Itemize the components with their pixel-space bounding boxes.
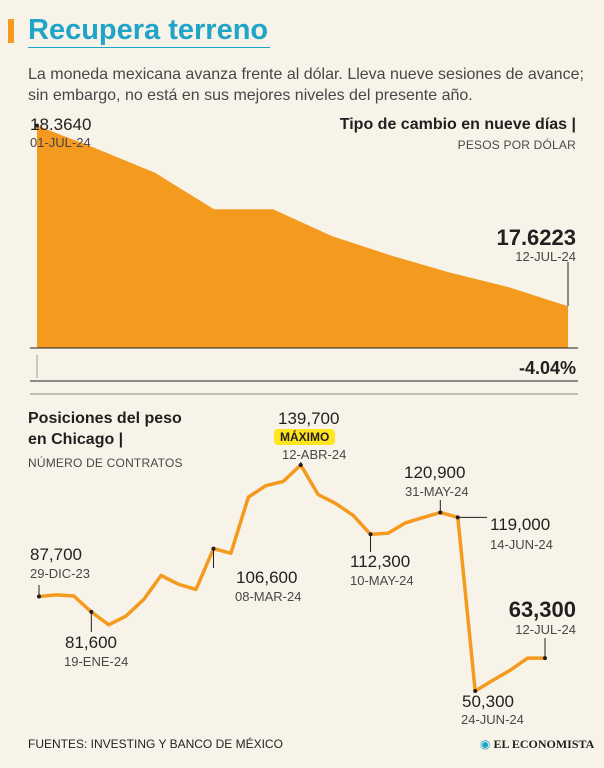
change-percent: -4.04% xyxy=(518,358,576,378)
chart1-title-text: Tipo de cambio en nueve días xyxy=(339,116,568,133)
dec-value: 87,700 xyxy=(30,545,82,564)
may31-date: 31-MAY-24 xyxy=(405,484,469,499)
chicago-line-group xyxy=(37,463,547,693)
may31-value: 120,900 xyxy=(404,463,466,482)
jul12-date: 12-JUL-24 xyxy=(515,622,576,637)
title-accent-bar xyxy=(8,19,14,43)
jan-value: 81,600 xyxy=(65,633,117,652)
page-subtitle: La moneda mexicana avanza frente al dóla… xyxy=(28,66,584,104)
sources-footer: FUENTES: INVESTING Y BANCO DE MÉXICO xyxy=(28,737,283,751)
chart2-title-line2-text: en Chicago xyxy=(28,431,115,448)
jun14-value: 119,000 xyxy=(490,515,551,534)
may10-date: 10-MAY-24 xyxy=(350,573,414,588)
chart1-unit: PESOS POR DÓLAR xyxy=(457,138,576,152)
max-value: 139,700 xyxy=(278,409,340,428)
max-date: 12-ABR-24 xyxy=(282,447,347,462)
brand-text: EL ECONOMISTA xyxy=(493,737,595,751)
start-rate-point xyxy=(35,123,39,128)
start-rate-date: 01-JUL-24 xyxy=(30,135,91,150)
end-rate-value: 17.6223 xyxy=(496,225,576,250)
chicago-positions-line xyxy=(37,463,547,693)
brand-icon: ◉ xyxy=(480,737,491,751)
chart2-title-line2: en Chicago | xyxy=(28,431,124,448)
mar-date: 08-MAR-24 xyxy=(235,589,302,604)
jun24-date: 24-JUN-24 xyxy=(461,712,524,727)
end-rate-date: 12-JUL-24 xyxy=(515,249,576,264)
jun14-date: 14-JUN-24 xyxy=(490,537,553,552)
dec-date: 29-DIC-23 xyxy=(30,566,90,581)
max-badge: MÁXIMO xyxy=(274,429,336,445)
mar-value: 106,600 xyxy=(236,568,298,587)
start-rate-value: 18.3640 xyxy=(30,115,92,134)
may10-value: 112,300 xyxy=(350,552,411,571)
chart2-unit: NÚMERO DE CONTRATOS xyxy=(28,456,183,470)
chart2-title-line1: Posiciones del peso xyxy=(28,410,182,427)
jan-date: 19-ENE-24 xyxy=(64,654,129,669)
brand-logo: ◉ EL ECONOMISTA xyxy=(480,737,594,752)
title-underline xyxy=(28,47,270,48)
page-title: Recupera terreno xyxy=(28,14,269,46)
annotation-leaders xyxy=(35,123,569,694)
chart1-title: Tipo de cambio en nueve días | xyxy=(339,116,576,133)
jun24-value: 50,300 xyxy=(462,692,514,711)
jul12-value: 63,300 xyxy=(508,597,576,622)
exchange-rate-area xyxy=(37,125,568,348)
